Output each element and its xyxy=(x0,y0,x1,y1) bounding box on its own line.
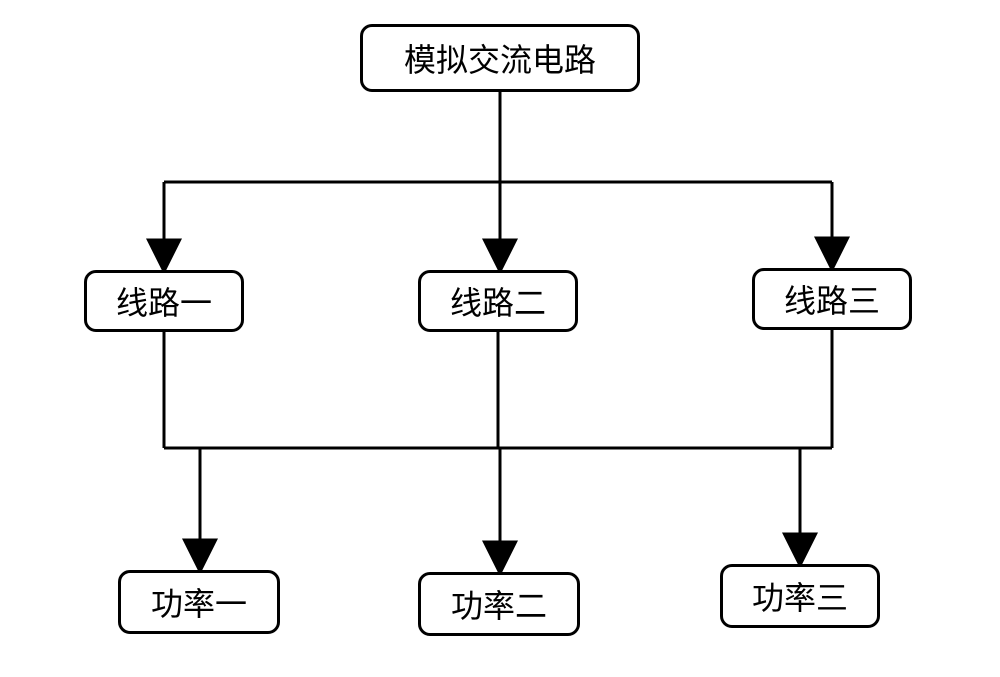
node-line1-label: 线路一 xyxy=(116,278,212,324)
node-pow1: 功率一 xyxy=(118,570,280,634)
node-pow1-label: 功率一 xyxy=(151,579,247,625)
node-pow2: 功率二 xyxy=(418,572,580,636)
node-line3-label: 线路三 xyxy=(784,276,880,322)
node-root-label: 模拟交流电路 xyxy=(404,35,596,81)
node-pow3-label: 功率三 xyxy=(752,573,848,619)
node-line2: 线路二 xyxy=(418,270,578,332)
node-pow2-label: 功率二 xyxy=(451,581,547,627)
node-line3: 线路三 xyxy=(752,268,912,330)
node-line1: 线路一 xyxy=(84,270,244,332)
node-line2-label: 线路二 xyxy=(450,278,546,324)
node-pow3: 功率三 xyxy=(720,564,880,628)
node-root: 模拟交流电路 xyxy=(360,24,640,92)
